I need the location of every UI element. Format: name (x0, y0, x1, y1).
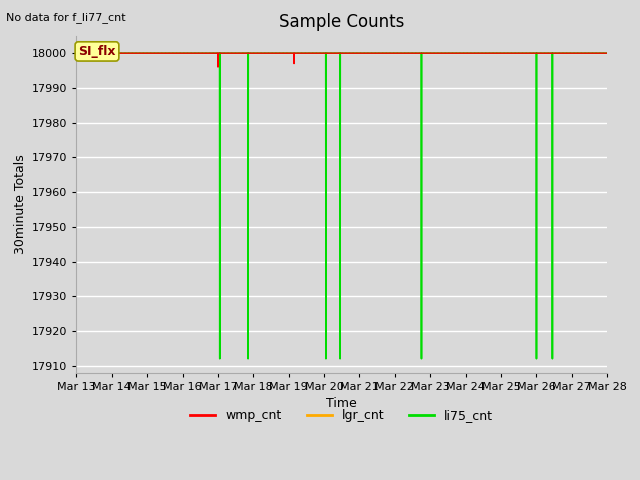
Legend: wmp_cnt, lgr_cnt, li75_cnt: wmp_cnt, lgr_cnt, li75_cnt (186, 404, 498, 427)
li75_cnt (536, 50, 543, 56)
li75_cnt (216, 356, 223, 361)
lgr_cnt (72, 50, 80, 56)
wmp_cnt (593, 50, 601, 56)
li75_cnt (276, 50, 284, 56)
Title: Sample Counts: Sample Counts (279, 13, 404, 32)
li75_cnt (593, 50, 601, 56)
wmp_cnt (536, 50, 543, 56)
wmp_cnt (276, 50, 284, 56)
li75_cnt (133, 50, 141, 56)
Text: No data for f_li77_cnt: No data for f_li77_cnt (6, 12, 126, 23)
lgr_cnt (593, 50, 600, 56)
Line: li75_cnt: li75_cnt (76, 53, 607, 359)
lgr_cnt (604, 50, 611, 56)
li75_cnt (604, 50, 611, 56)
Y-axis label: 30minute Totals: 30minute Totals (13, 155, 26, 254)
wmp_cnt (300, 50, 307, 56)
li75_cnt (300, 50, 307, 56)
wmp_cnt (133, 50, 141, 56)
wmp_cnt (164, 50, 172, 56)
X-axis label: Time: Time (326, 397, 357, 410)
lgr_cnt (133, 50, 141, 56)
li75_cnt (164, 50, 172, 56)
lgr_cnt (299, 50, 307, 56)
li75_cnt (72, 50, 80, 56)
lgr_cnt (276, 50, 284, 56)
wmp_cnt (214, 64, 222, 70)
lgr_cnt (164, 50, 172, 56)
Text: SI_flx: SI_flx (78, 45, 116, 58)
Line: wmp_cnt: wmp_cnt (76, 53, 607, 67)
wmp_cnt (72, 50, 80, 56)
lgr_cnt (536, 50, 543, 56)
wmp_cnt (604, 50, 611, 56)
